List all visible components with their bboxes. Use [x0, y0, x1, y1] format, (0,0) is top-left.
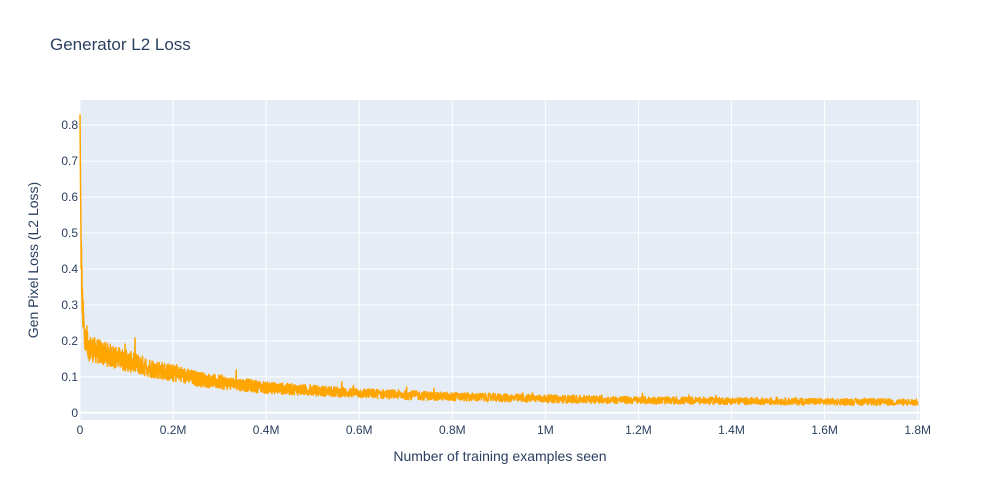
series-group — [79, 114, 919, 407]
y-tick-label: 0 — [71, 406, 78, 420]
y-tick-label: 0.6 — [61, 190, 78, 204]
x-tick-label: 0.2M — [160, 423, 187, 437]
x-tick-label: 0.8M — [439, 423, 466, 437]
y-tick-label: 0.1 — [61, 370, 78, 384]
x-tick-label: 1M — [537, 423, 554, 437]
plot-area — [80, 100, 920, 420]
x-tick-label: 1.4M — [718, 423, 745, 437]
x-tick-label: 1.2M — [625, 423, 652, 437]
x-axis-title: Number of training examples seen — [393, 448, 606, 464]
x-tick-label: 0.4M — [253, 423, 280, 437]
x-tick-label: 0.6M — [346, 423, 373, 437]
x-grid — [79, 100, 919, 420]
y-tick-label: 0.3 — [61, 298, 78, 312]
y-tick-label: 0.7 — [61, 154, 78, 168]
y-axis-title: Gen Pixel Loss (L2 Loss) — [25, 182, 41, 338]
y-tick-label: 0.4 — [61, 262, 78, 276]
y-tick-label: 0.8 — [61, 118, 78, 132]
y-tick-label: 0.2 — [61, 334, 78, 348]
loss-series-line — [79, 114, 919, 407]
x-tick-label: 1.6M — [811, 423, 838, 437]
x-axis-ticks: 0 0.2M 0.4M 0.6M 0.8M 1M 1.2M 1.4M 1.6M 1.8M — [77, 423, 931, 437]
chart-title: Generator L2 Loss — [50, 35, 191, 54]
y-tick-label: 0.5 — [61, 226, 78, 240]
x-tick-label: 1.8M — [904, 423, 931, 437]
y-axis-ticks: 0 0.1 0.2 0.3 0.4 0.5 0.6 0.7 0.8 — [61, 118, 78, 420]
x-tick-label: 0 — [77, 423, 84, 437]
